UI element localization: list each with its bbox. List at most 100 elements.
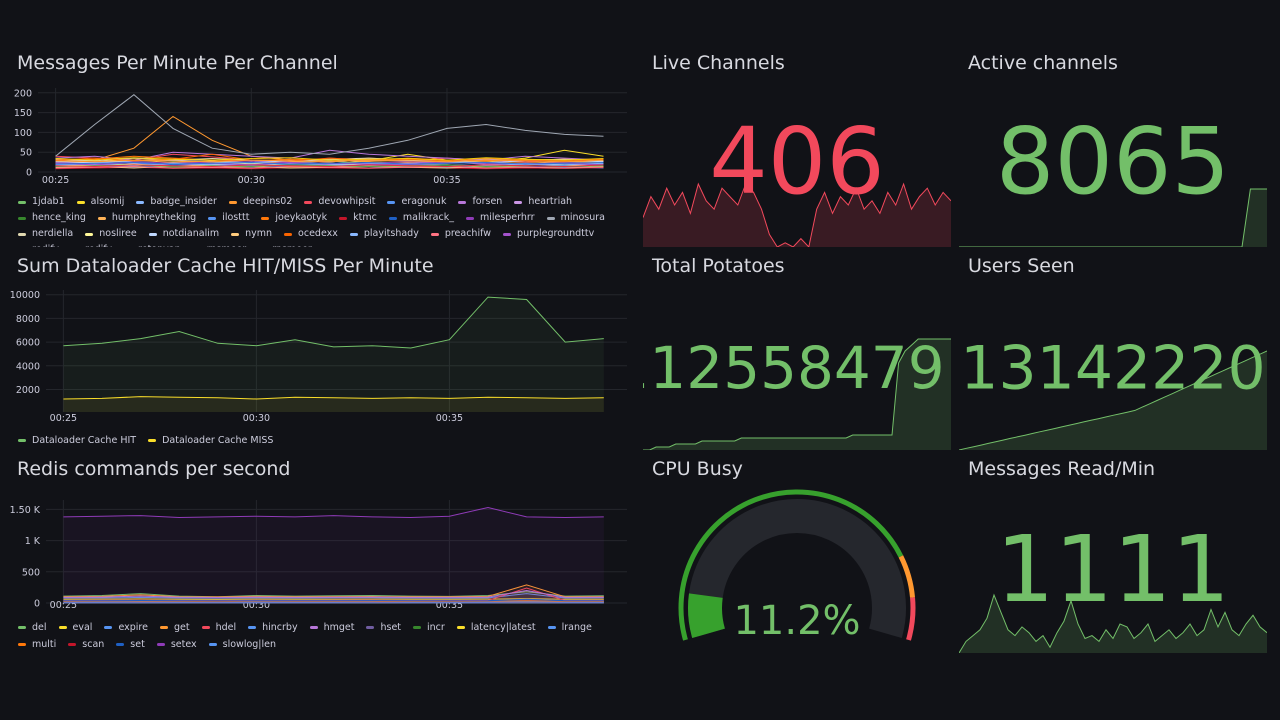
legend-item: multi bbox=[18, 636, 56, 653]
x-tick-label: 00:30 bbox=[243, 600, 270, 611]
legend-item: notdianalim bbox=[148, 226, 220, 242]
legend-swatch bbox=[366, 626, 375, 629]
y-tick-label: 200 bbox=[14, 88, 32, 99]
legend-item: nosliree bbox=[85, 226, 137, 242]
legend-label: eval bbox=[72, 621, 93, 633]
legend-label: ktmc bbox=[353, 212, 377, 223]
legend-label: purplegroundttv bbox=[517, 228, 595, 239]
sparkline-area bbox=[643, 339, 951, 450]
legend-item: devowhipsit bbox=[304, 194, 375, 210]
legend-swatch bbox=[456, 626, 465, 629]
panel-chart: 0 500 1 K 1.50 K 00:25 00:30 00:35 bbox=[10, 500, 627, 611]
legend-item: hincrby bbox=[248, 619, 298, 636]
legend-swatch bbox=[85, 232, 94, 236]
legend-swatch bbox=[159, 626, 168, 629]
legend-label: hence_king bbox=[32, 212, 86, 223]
legend-label: heartriah bbox=[528, 196, 573, 207]
legend-label: nymn bbox=[245, 228, 273, 239]
panel-title: Users Seen bbox=[968, 255, 1075, 277]
legend-item: forsen bbox=[458, 194, 502, 210]
legend-item: ilosttt bbox=[208, 210, 249, 226]
series-line bbox=[55, 161, 604, 165]
legend-swatch bbox=[309, 626, 318, 629]
x-tick-label: 00:35 bbox=[436, 600, 463, 611]
panel: 8065 Active channels bbox=[959, 44, 1267, 247]
legend-label: playitshady bbox=[363, 228, 419, 239]
series-line bbox=[63, 598, 604, 600]
legend-swatch bbox=[18, 643, 26, 646]
y-tick-label: 10000 bbox=[10, 290, 40, 301]
gauge-label: 11.2% bbox=[733, 598, 860, 644]
legend-item: milesperhrr bbox=[465, 210, 535, 226]
legend-swatch bbox=[388, 216, 397, 220]
panel-chart: 13142220 bbox=[959, 334, 1267, 450]
legend-swatch bbox=[18, 216, 26, 220]
legend-swatch bbox=[465, 216, 474, 220]
legend-item: purplegroundttv bbox=[503, 226, 594, 242]
legend-label: get bbox=[173, 621, 190, 633]
legend-label: multi bbox=[32, 638, 57, 650]
y-tick-label: 4000 bbox=[16, 361, 40, 372]
series-line bbox=[63, 584, 604, 598]
x-tick-label: 00:25 bbox=[50, 600, 77, 611]
y-tick-label: 6000 bbox=[16, 338, 40, 349]
legend-label: preachifw bbox=[444, 228, 492, 239]
panel-chart: 406 bbox=[643, 108, 951, 247]
legend-swatch bbox=[148, 439, 157, 442]
legend-swatch bbox=[228, 200, 237, 204]
legend-item: ktmc bbox=[339, 210, 377, 226]
series-line bbox=[63, 506, 604, 519]
legend-item: playitshady bbox=[349, 226, 419, 242]
sparkline bbox=[643, 338, 951, 450]
y-tick-label: 1 K bbox=[25, 536, 41, 547]
x-tick-label: 00:25 bbox=[50, 413, 77, 424]
y-tick-label: 0 bbox=[26, 168, 32, 179]
legend-swatch bbox=[76, 200, 85, 204]
legend-label: milesperhrr bbox=[479, 212, 535, 223]
legend-swatch bbox=[413, 626, 422, 629]
legend-swatch bbox=[284, 232, 293, 236]
legend-item: lrange bbox=[547, 619, 592, 636]
legend-label: nosliree bbox=[99, 228, 137, 239]
gauge-threshold bbox=[898, 555, 916, 598]
legend: del eval expire get hdel hincrby hmget hset incr… bbox=[18, 619, 626, 653]
panel: 1111 Messages Read/Min bbox=[959, 450, 1267, 653]
legend-swatch bbox=[148, 232, 157, 236]
series-line bbox=[63, 396, 604, 400]
legend-swatch bbox=[430, 232, 439, 236]
legend-label: notdianalim bbox=[162, 228, 220, 239]
panel: 1125584791 Total Potatoes bbox=[643, 247, 951, 450]
legend-label: ocedexx bbox=[298, 228, 338, 239]
legend-label: setex bbox=[170, 638, 197, 650]
legend-swatch bbox=[201, 626, 210, 629]
legend-swatch bbox=[18, 200, 26, 204]
legend-swatch bbox=[231, 232, 240, 236]
legend-label: hmget bbox=[323, 621, 355, 633]
legend-label: latency|latest bbox=[470, 621, 536, 633]
y-tick-label: 8000 bbox=[16, 314, 40, 325]
legend-item: malikrack_ bbox=[388, 210, 454, 226]
y-tick-label: 100 bbox=[14, 128, 32, 139]
legend-swatch bbox=[458, 200, 467, 204]
panel: 0 50 100 150 200 00:25 00:30 00:35 1jdab1 alsomij… bbox=[8, 44, 632, 247]
legend-swatch bbox=[208, 643, 217, 646]
legend-swatch bbox=[261, 216, 270, 220]
x-tick-label: 00:35 bbox=[433, 175, 460, 186]
legend-swatch bbox=[387, 200, 396, 204]
legend-swatch bbox=[339, 216, 348, 220]
legend-item: hset bbox=[366, 619, 401, 636]
legend-label: retonyan bbox=[138, 242, 181, 247]
legend-swatch bbox=[349, 232, 358, 236]
legend-label: devowhipsit bbox=[318, 196, 376, 207]
series-line bbox=[55, 159, 604, 163]
legend-item: retonyan bbox=[124, 242, 181, 247]
panel-chart: 1111 bbox=[959, 516, 1267, 653]
legend-swatch bbox=[18, 626, 26, 629]
gauge-threshold bbox=[678, 489, 904, 641]
legend-label: scan bbox=[82, 638, 105, 650]
series-line bbox=[63, 598, 604, 602]
series-line bbox=[63, 600, 604, 603]
panel-chart: 2000 4000 6000 8000 10000 00:25 00:30 00:35 bbox=[10, 290, 627, 424]
legend-item: del bbox=[18, 619, 47, 636]
panel-title: Total Potatoes bbox=[652, 255, 785, 277]
